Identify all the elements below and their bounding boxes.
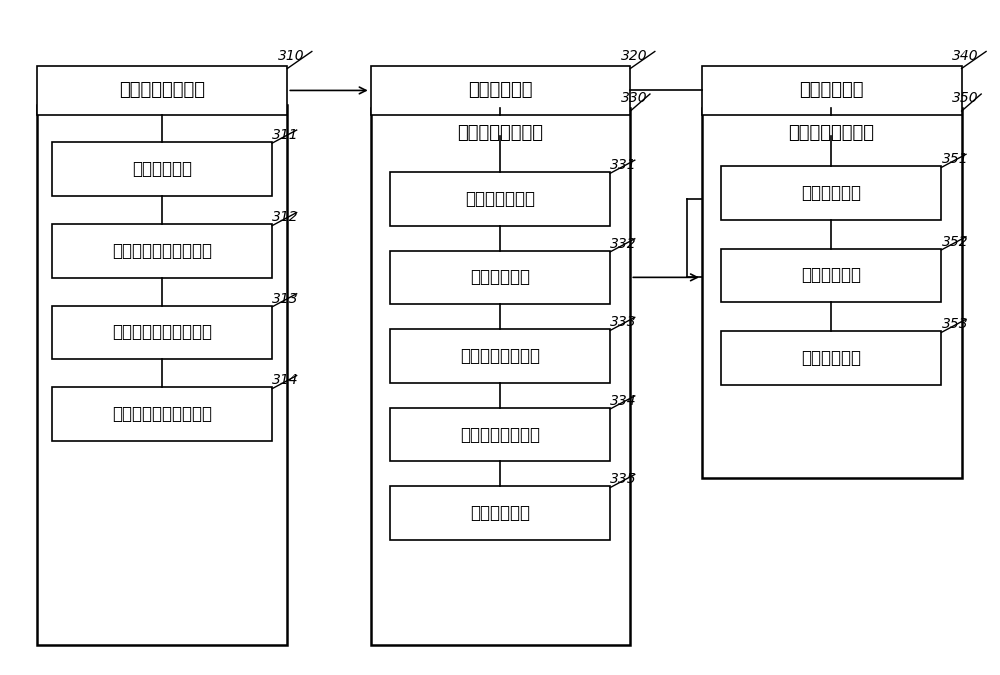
Text: 330: 330 [621, 91, 647, 105]
Bar [702, 66, 962, 115]
Text: 非法接入检测单元: 非法接入检测单元 [460, 425, 540, 443]
Text: 334: 334 [610, 394, 637, 408]
Text: 313: 313 [272, 292, 299, 306]
Text: 模式匹配单元: 模式匹配单元 [470, 269, 530, 286]
Text: 功能服务模型生成单元: 功能服务模型生成单元 [112, 323, 212, 342]
Bar [37, 105, 287, 645]
Text: 351: 351 [941, 152, 968, 166]
Text: 安全维护管控模块: 安全维护管控模块 [788, 124, 874, 142]
Bar [37, 66, 287, 115]
Text: 指令接收单元: 指令接收单元 [801, 184, 861, 202]
Bar [52, 306, 272, 359]
Text: 332: 332 [610, 236, 637, 250]
Text: 331: 331 [610, 158, 637, 172]
Bar [52, 142, 272, 196]
Text: 第二管控单元: 第二管控单元 [801, 349, 861, 367]
Bar [390, 250, 610, 304]
Bar [721, 331, 941, 385]
Text: 协议分析单元: 协议分析单元 [470, 504, 530, 522]
Bar [702, 109, 962, 479]
Bar [721, 166, 941, 220]
Bar [52, 387, 272, 441]
Text: 性能约束模型生成单元: 性能约束模型生成单元 [112, 405, 212, 423]
Text: 信息上送模块: 信息上送模块 [799, 82, 863, 99]
Text: 353: 353 [941, 317, 968, 331]
Bar [390, 172, 610, 225]
Text: 335: 335 [610, 472, 637, 486]
Text: 基础模型生成: 基础模型生成 [132, 160, 192, 178]
Text: 333: 333 [610, 315, 637, 329]
Text: 310: 310 [278, 49, 304, 63]
Text: 320: 320 [621, 49, 647, 63]
Text: 312: 312 [272, 211, 299, 224]
Text: 安全特性模型生成单元: 安全特性模型生成单元 [112, 242, 212, 260]
Bar [371, 109, 630, 645]
Text: 安全分析感知模块: 安全分析感知模块 [457, 124, 543, 142]
Bar [371, 66, 630, 115]
Text: 采集监控模块: 采集监控模块 [468, 82, 532, 99]
Text: 第一管控单元: 第一管控单元 [801, 267, 861, 284]
Bar [390, 486, 610, 540]
Text: 网络异常检测单元: 网络异常检测单元 [460, 347, 540, 365]
Text: 白名单监测单元: 白名单监测单元 [465, 190, 535, 208]
Text: 安全分析感知模块: 安全分析感知模块 [119, 82, 205, 99]
Text: 340: 340 [952, 49, 978, 63]
Text: 314: 314 [272, 373, 299, 387]
Bar [390, 329, 610, 383]
Bar [390, 408, 610, 461]
Text: 350: 350 [952, 91, 978, 105]
Text: 311: 311 [272, 128, 299, 142]
Text: 352: 352 [941, 234, 968, 248]
Bar [52, 224, 272, 278]
Bar [721, 248, 941, 302]
